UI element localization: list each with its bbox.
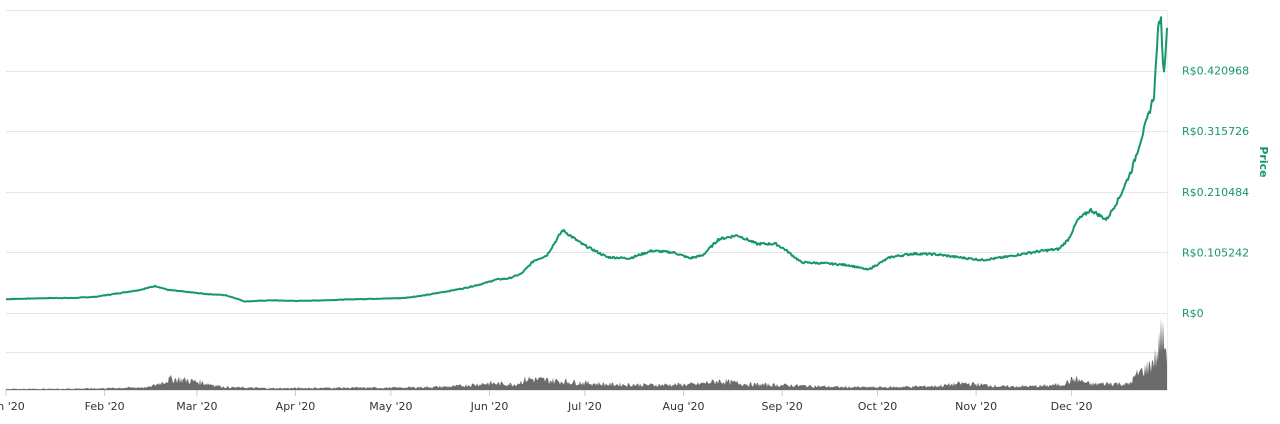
price-line — [5, 16, 1168, 303]
x-tick-label: Jul '20 — [567, 400, 602, 413]
x-tick-label: Apr '20 — [276, 400, 316, 413]
y-axis-ticks: R$0 R$0.105242 R$0.210484 R$0.315726 R$0.420… — [1182, 65, 1249, 320]
x-tick-label: Mar '20 — [176, 400, 217, 413]
x-tick-label: Oct '20 — [858, 400, 898, 413]
x-tick-label: Jan '20 — [0, 400, 25, 413]
x-axis-ticks: Jan '20 Feb '20 Mar '20 Apr '20 May '20 Jun '… — [0, 390, 1092, 413]
x-tick-label: Dec '20 — [1051, 400, 1093, 413]
volume-grid — [6, 10, 1168, 391]
y-tick-label: R$0.315726 — [1182, 125, 1249, 138]
y-tick-label: R$0 — [1182, 307, 1204, 320]
x-tick-label: Sep '20 — [761, 400, 802, 413]
x-tick-label: Nov '20 — [955, 400, 997, 413]
y-axis-label: Price — [1257, 146, 1270, 177]
volume-bars — [6, 317, 1167, 390]
y-tick-label: R$0.105242 — [1182, 246, 1249, 259]
x-tick-label: Aug '20 — [663, 400, 705, 413]
price-grid — [6, 10, 1167, 314]
y-tick-label: R$0.210484 — [1182, 186, 1249, 199]
x-tick-label: May '20 — [369, 400, 412, 413]
x-tick-label: Feb '20 — [85, 400, 125, 413]
x-tick-label: Jun '20 — [470, 400, 509, 413]
price-series — [5, 16, 1168, 303]
volume-area — [6, 317, 1167, 390]
y-tick-label: R$0.420968 — [1182, 65, 1249, 78]
